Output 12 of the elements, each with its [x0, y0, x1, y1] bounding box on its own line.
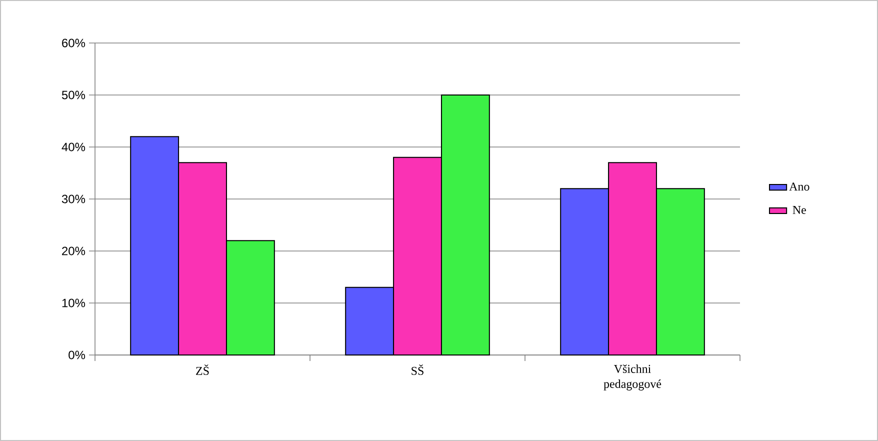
y-tick-label: 40% — [62, 142, 86, 152]
x-tick-label: SŠ — [412, 364, 424, 375]
y-tick-label: 0% — [68, 350, 86, 360]
y-tick-label: 20% — [62, 246, 86, 256]
y-tick-label: 60% — [62, 38, 86, 48]
legend-label: Ano — [789, 182, 810, 191]
y-tick-label: 50% — [62, 90, 86, 100]
y-tick-label: 30% — [62, 194, 86, 204]
legend-label: Ne — [792, 206, 806, 214]
y-tick-label: 10% — [62, 298, 86, 308]
x-tick-label: ZŠ — [196, 364, 209, 375]
x-tick-label: Všichni pedagogové — [604, 364, 662, 390]
